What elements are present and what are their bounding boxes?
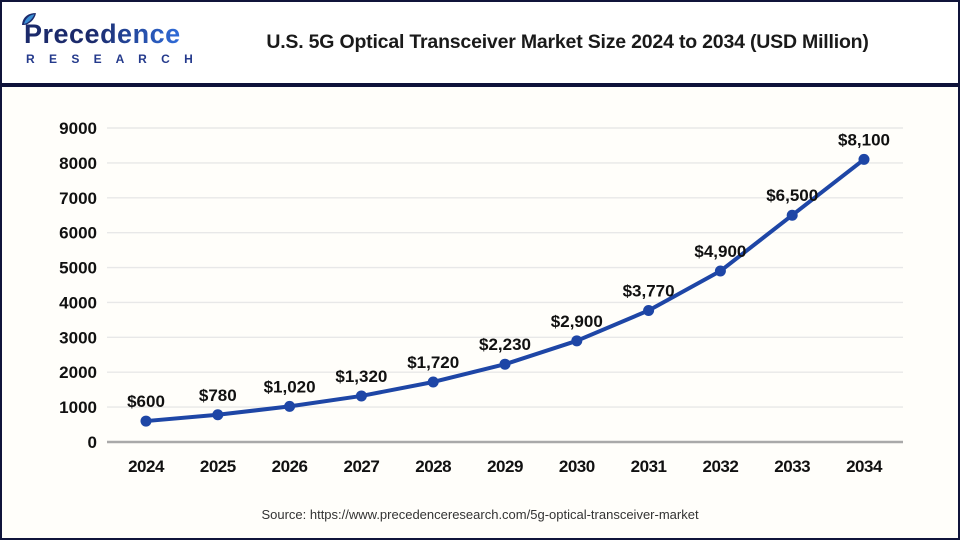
page-title: U.S. 5G Optical Transceiver Market Size … xyxy=(266,31,869,53)
market-chart: 0 1000 2000 3000 4000 5000 6000 7000 8000 9000 202… xyxy=(59,119,903,522)
data-point xyxy=(212,409,224,421)
data-point-label: $2,900 xyxy=(551,312,603,331)
logo-wordmark: Precedence xyxy=(22,12,207,49)
data-point xyxy=(140,415,152,427)
y-tick-label: 0 xyxy=(88,433,97,452)
logo-name-text: Precedence xyxy=(24,18,181,49)
x-tick-label: 2025 xyxy=(200,457,236,476)
source-text: Source: https://www.precedenceresearch.c… xyxy=(261,507,699,522)
y-tick-label: 9000 xyxy=(59,119,97,138)
data-point xyxy=(284,400,296,412)
logo-subtitle-text: R E S E A R C H xyxy=(26,51,199,66)
data-point-label: $1,320 xyxy=(335,367,387,386)
data-point-label: $2,230 xyxy=(479,335,531,354)
data-point xyxy=(355,390,367,402)
y-tick-label: 4000 xyxy=(59,293,97,312)
data-point xyxy=(499,358,511,370)
y-tick-label: 6000 xyxy=(59,224,97,243)
data-point-label: $8,100 xyxy=(838,130,890,149)
data-point xyxy=(643,304,655,316)
data-point-label: $3,770 xyxy=(623,281,675,300)
data-point xyxy=(714,265,726,277)
x-tick-label: 2034 xyxy=(846,457,883,476)
leaf-icon xyxy=(22,12,36,25)
x-tick-label: 2028 xyxy=(415,457,451,476)
y-tick-label: 8000 xyxy=(59,154,97,173)
data-point-label: $4,900 xyxy=(694,242,746,261)
header-separator xyxy=(2,83,958,87)
title-wrap: U.S. 5G Optical Transceiver Market Size … xyxy=(207,31,958,54)
y-tick-label: 5000 xyxy=(59,259,97,278)
y-tick-label: 2000 xyxy=(59,363,97,382)
x-tick-label: 2029 xyxy=(487,457,523,476)
x-tick-label: 2027 xyxy=(343,457,379,476)
x-tick-label: 2024 xyxy=(128,457,165,476)
data-point-label: $1,720 xyxy=(407,353,459,372)
data-point-label: $1,020 xyxy=(264,377,316,396)
y-tick-label: 7000 xyxy=(59,189,97,208)
header: Precedence R E S E A R C H U.S. 5G Optic… xyxy=(2,2,958,83)
data-point xyxy=(858,153,870,165)
data-point-label: $6,500 xyxy=(766,186,818,205)
x-tick-label: 2033 xyxy=(774,457,810,476)
data-point-label: $600 xyxy=(127,392,165,411)
x-tick-label: 2030 xyxy=(559,457,595,476)
market-size-line xyxy=(144,157,866,424)
x-tick-label: 2026 xyxy=(272,457,308,476)
data-point xyxy=(786,209,798,221)
x-tick-label: 2032 xyxy=(702,457,738,476)
y-tick-label: 3000 xyxy=(59,328,97,347)
data-point xyxy=(427,376,439,388)
data-point-label: $780 xyxy=(199,386,237,405)
x-tick-label: 2031 xyxy=(631,457,667,476)
precedence-research-logo: Precedence R E S E A R C H xyxy=(2,12,207,66)
y-tick-label: 1000 xyxy=(59,398,97,417)
data-point xyxy=(571,335,583,347)
